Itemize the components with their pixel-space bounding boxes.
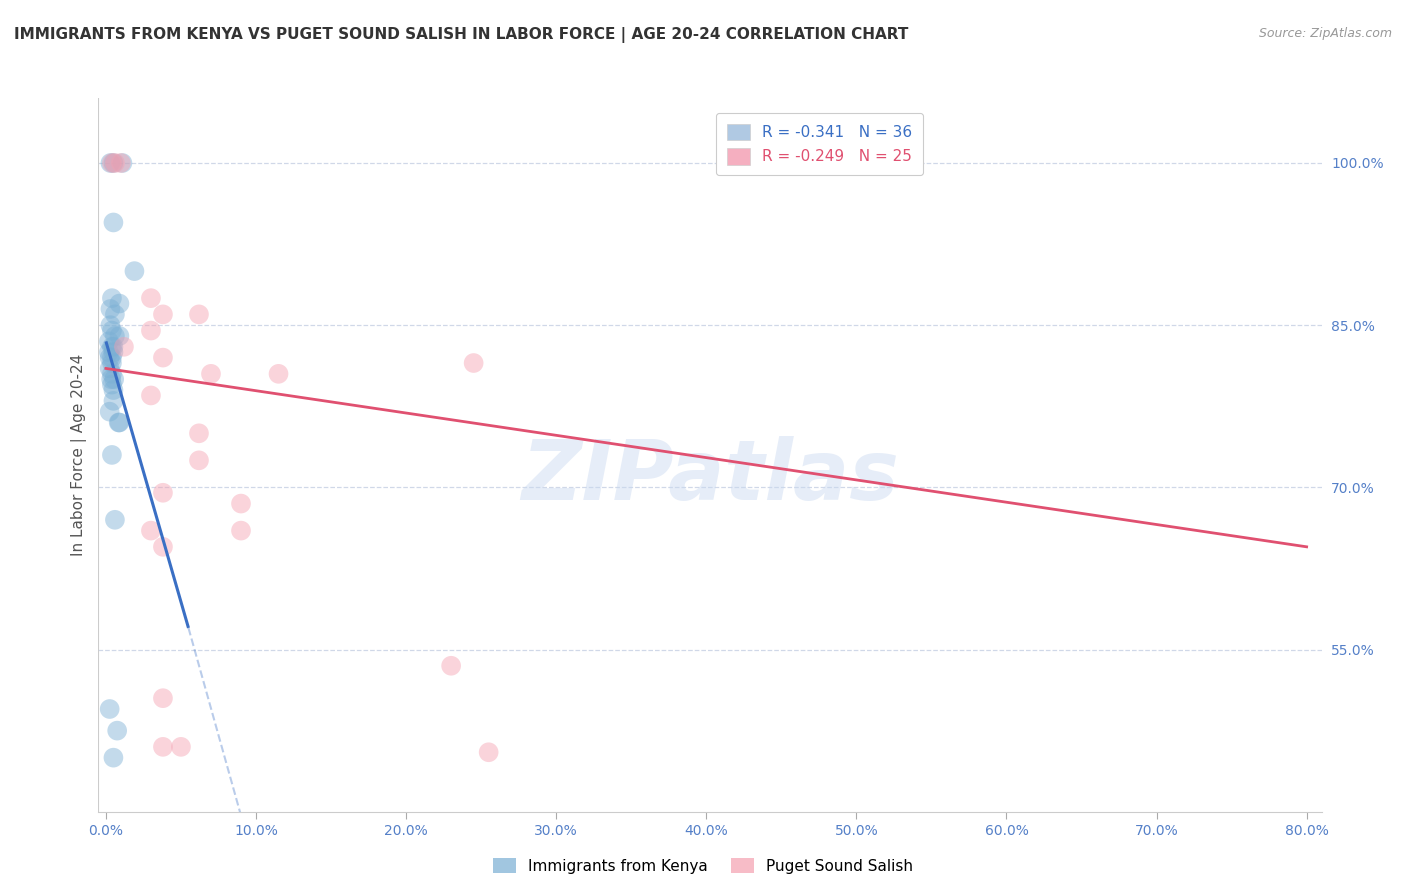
- Text: IMMIGRANTS FROM KENYA VS PUGET SOUND SALISH IN LABOR FORCE | AGE 20-24 CORRELATI: IMMIGRANTS FROM KENYA VS PUGET SOUND SAL…: [14, 27, 908, 43]
- Point: [152, 351, 174, 365]
- Text: Source: ZipAtlas.com: Source: ZipAtlas.com: [1258, 27, 1392, 40]
- Point: [170, 739, 193, 754]
- Point: [103, 372, 125, 386]
- Point: [101, 356, 124, 370]
- Point: [478, 745, 501, 759]
- Point: [104, 307, 127, 321]
- Point: [100, 156, 122, 170]
- Point: [101, 291, 124, 305]
- Point: [103, 383, 125, 397]
- Point: [98, 405, 121, 419]
- Point: [124, 264, 146, 278]
- Point: [111, 156, 134, 170]
- Text: ZIPatlas: ZIPatlas: [522, 436, 898, 516]
- Point: [229, 497, 252, 511]
- Point: [152, 485, 174, 500]
- Point: [97, 334, 120, 349]
- Point: [101, 448, 124, 462]
- Point: [108, 296, 131, 310]
- Legend: R = -0.341   N = 36, R = -0.249   N = 25: R = -0.341 N = 36, R = -0.249 N = 25: [716, 113, 922, 175]
- Point: [108, 416, 131, 430]
- Point: [139, 291, 162, 305]
- Legend: Immigrants from Kenya, Puget Sound Salish: Immigrants from Kenya, Puget Sound Salis…: [486, 852, 920, 880]
- Point: [98, 702, 121, 716]
- Point: [103, 156, 125, 170]
- Point: [101, 156, 124, 170]
- Point: [267, 367, 290, 381]
- Point: [152, 540, 174, 554]
- Point: [98, 361, 121, 376]
- Point: [104, 156, 127, 170]
- Point: [139, 388, 162, 402]
- Point: [107, 416, 129, 430]
- Point: [104, 329, 127, 343]
- Point: [103, 340, 125, 354]
- Point: [100, 301, 122, 316]
- Point: [103, 345, 125, 359]
- Point: [103, 750, 125, 764]
- Point: [108, 329, 131, 343]
- Point: [104, 513, 127, 527]
- Point: [229, 524, 252, 538]
- Point: [101, 367, 124, 381]
- Point: [98, 351, 121, 365]
- Point: [110, 156, 132, 170]
- Point: [101, 351, 124, 365]
- Point: [105, 723, 128, 738]
- Point: [103, 393, 125, 408]
- Point: [100, 318, 122, 333]
- Point: [101, 377, 124, 392]
- Y-axis label: In Labor Force | Age 20-24: In Labor Force | Age 20-24: [72, 354, 87, 556]
- Point: [139, 324, 162, 338]
- Point: [152, 739, 174, 754]
- Point: [200, 367, 222, 381]
- Point: [152, 307, 174, 321]
- Point: [101, 324, 124, 338]
- Point: [100, 372, 122, 386]
- Point: [188, 307, 211, 321]
- Point: [152, 691, 174, 706]
- Point: [440, 658, 463, 673]
- Point: [463, 356, 485, 370]
- Point: [101, 340, 124, 354]
- Point: [103, 215, 125, 229]
- Point: [188, 453, 211, 467]
- Point: [188, 426, 211, 441]
- Point: [97, 345, 120, 359]
- Point: [139, 524, 162, 538]
- Point: [112, 340, 135, 354]
